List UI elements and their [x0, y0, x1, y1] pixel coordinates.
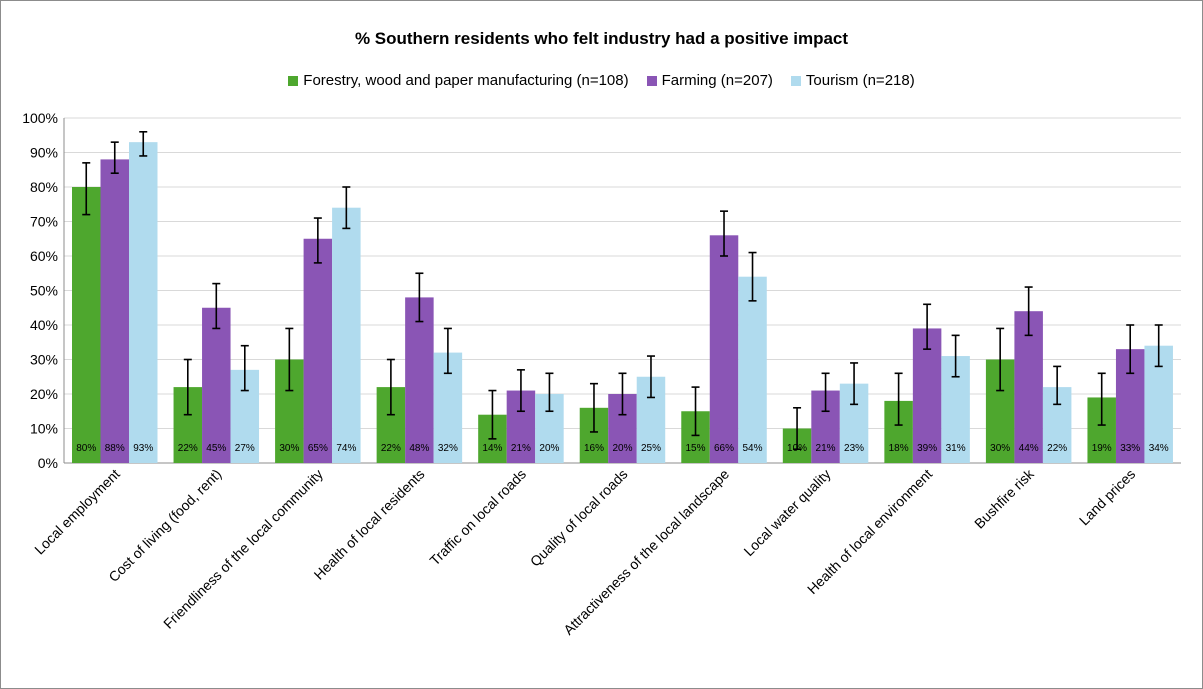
x-tick-label: Land prices: [1076, 466, 1139, 529]
y-tick-label: 80%: [30, 179, 58, 195]
data-label: 30%: [990, 443, 1010, 454]
y-tick-label: 0%: [38, 455, 58, 471]
x-tick-label: Friendliness of the local community: [160, 466, 326, 632]
data-label: 22%: [381, 443, 401, 454]
x-tick-label: Attractiveness of the local landscape: [560, 466, 732, 638]
data-label: 15%: [686, 443, 706, 454]
x-tick-label: Health of local residents: [311, 466, 428, 583]
data-label: 65%: [308, 443, 328, 454]
data-label: 10%: [787, 443, 807, 454]
data-label: 93%: [133, 443, 153, 454]
x-tick-label: Local employment: [31, 466, 123, 558]
x-tick-label: Traffic on local roads: [426, 466, 529, 569]
legend-label-forestry: Forestry, wood and paper manufacturing (…: [303, 72, 629, 89]
x-tick-label: Bushfire risk: [971, 465, 1037, 531]
legend-swatch-forestry: [288, 75, 299, 86]
bar: [129, 142, 158, 463]
chart-title: % Southern residents who felt industry h…: [354, 29, 849, 48]
legend-label-tourism: Tourism (n=218): [805, 72, 915, 89]
data-label: 23%: [844, 443, 864, 454]
data-label: 30%: [279, 443, 299, 454]
legend-label-farming: Farming (n=207): [661, 72, 773, 89]
y-tick-label: 60%: [30, 248, 58, 264]
data-label: 22%: [178, 443, 198, 454]
legend-swatch-farming: [646, 75, 657, 86]
data-label: 66%: [714, 443, 734, 454]
legend-item-tourism: Tourism (n=218): [790, 72, 915, 89]
y-tick-label: 10%: [30, 421, 58, 437]
data-label: 88%: [105, 443, 125, 454]
y-tick-label: 70%: [30, 214, 58, 230]
data-label: 80%: [76, 443, 96, 454]
bar: [912, 328, 942, 463]
bar: [405, 297, 434, 463]
x-tick-label: Quality of local roads: [527, 466, 631, 570]
data-label: 74%: [336, 443, 356, 454]
x-tick-label: Local water quality: [740, 466, 833, 559]
y-tick-label: 100%: [22, 110, 58, 126]
bar: [332, 207, 361, 463]
y-tick-label: 30%: [30, 352, 58, 368]
data-label: 25%: [641, 443, 661, 454]
y-tick-label: 50%: [30, 283, 58, 299]
data-label: 34%: [1149, 443, 1169, 454]
bar: [709, 235, 739, 463]
legend-item-farming: Farming (n=207): [646, 72, 773, 89]
bar: [738, 276, 767, 463]
data-label: 16%: [584, 443, 604, 454]
data-label: 48%: [409, 443, 429, 454]
data-label: 19%: [1092, 443, 1112, 454]
bar: [202, 307, 231, 463]
data-label: 22%: [1047, 443, 1067, 454]
data-label: 18%: [889, 443, 909, 454]
x-tick-label: Cost of living (food, rent): [105, 466, 224, 585]
data-label: 14%: [482, 443, 502, 454]
y-tick-label: 40%: [30, 317, 58, 333]
data-label: 44%: [1019, 443, 1039, 454]
legend-swatch-tourism: [790, 75, 801, 86]
bar: [100, 159, 129, 463]
data-label: 27%: [235, 443, 255, 454]
data-label: 32%: [438, 443, 458, 454]
data-label: 21%: [816, 443, 836, 454]
data-label: 20%: [539, 443, 559, 454]
data-label: 21%: [511, 443, 531, 454]
y-tick-label: 90%: [30, 145, 58, 161]
y-tick-label: 20%: [30, 386, 58, 402]
data-label: 39%: [917, 443, 937, 454]
bar: [1014, 311, 1043, 463]
data-label: 20%: [612, 443, 632, 454]
data-label: 45%: [206, 443, 226, 454]
data-label: 33%: [1120, 443, 1140, 454]
bar: [303, 238, 333, 463]
legend-item-forestry: Forestry, wood and paper manufacturing (…: [288, 72, 629, 89]
bar: [72, 187, 101, 463]
legend: Forestry, wood and paper manufacturing (…: [1, 72, 1202, 89]
data-label: 31%: [946, 443, 966, 454]
data-label: 54%: [743, 443, 763, 454]
